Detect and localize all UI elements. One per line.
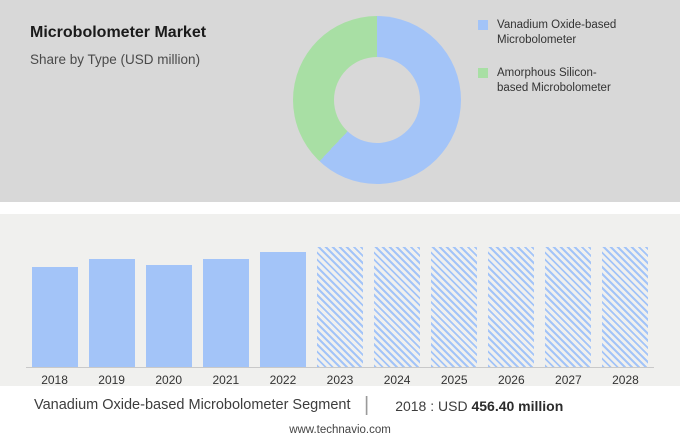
share-panel: Microbolometer Market Share by Type (USD…: [0, 0, 680, 202]
caption-row: Vanadium Oxide-based Microbolometer Segm…: [0, 386, 680, 417]
bar-column: [140, 265, 197, 367]
legend-swatch-vanadium: [478, 20, 488, 30]
x-tick-2028: 2028: [612, 373, 639, 387]
bar-column: [369, 247, 426, 367]
x-axis-labels: 2018 2019 2020 2021 2022 2023 2024 2025 2026 2027…: [26, 368, 654, 387]
bar-2028: [602, 247, 649, 367]
title-block: Microbolometer Market Share by Type (USD…: [30, 24, 206, 67]
bar-2025: [431, 247, 478, 367]
footer-url: www.technavio.com: [289, 424, 391, 436]
bar-chart: 2018 2019 2020 2021 2022 2023 2024 2025 2026 2027…: [26, 214, 654, 387]
bar-2024: [374, 247, 421, 367]
segment-value: 2018 : USD 456.40 million: [383, 398, 563, 414]
segment-value-prefix: 2018 : USD: [395, 397, 468, 414]
legend-label-vanadium: Vanadium Oxide-based Microbolometer: [497, 19, 617, 46]
x-tick-2019: 2019: [98, 373, 125, 387]
bar-column: [311, 247, 368, 367]
bar-2021: [202, 259, 249, 367]
x-tick-2018: 2018: [41, 373, 68, 387]
bar-2027: [545, 247, 592, 367]
bar-column: [83, 259, 140, 367]
legend-label-amorphous: Amorphous Silicon-based Microbolometer: [497, 66, 611, 94]
segment-note: Vanadium Oxide-based Microbolometer Segm…: [34, 397, 351, 414]
caption-separator: |: [364, 394, 370, 416]
bar-2026: [488, 247, 535, 367]
bars-row: [26, 247, 654, 368]
donut-hole: [334, 57, 420, 143]
donut-chart: [293, 16, 461, 184]
x-tick-2026: 2026: [497, 373, 525, 387]
segment-value-amount: 456.40 million: [471, 397, 564, 414]
legend-item-vanadium: Vanadium Oxide-based Microbolometer: [478, 18, 619, 48]
legend-swatch-amorphous: [478, 67, 488, 78]
legend: Vanadium Oxide-based Microbolometer Amor…: [478, 18, 619, 96]
x-tick-2027: 2027: [555, 373, 582, 387]
bar-column: [426, 247, 483, 367]
bar-column: [26, 267, 83, 367]
bar-column: [597, 247, 654, 367]
page-subtitle: Share by Type (USD million): [30, 52, 201, 67]
page-title: Microbolometer Market: [30, 24, 207, 41]
legend-item-amorphous: Amorphous Silicon-based Microbolometer: [478, 66, 619, 96]
x-tick-2021: 2021: [212, 373, 240, 387]
x-tick-2023: 2023: [326, 373, 354, 387]
trend-panel: 2018 2019 2020 2021 2022 2023 2024 2025 2026 2027…: [0, 214, 680, 440]
bar-2023: [317, 247, 364, 367]
bar-2019: [88, 259, 135, 367]
x-tick-2024: 2024: [383, 373, 411, 387]
x-tick-2020: 2020: [155, 373, 183, 387]
bar-2018: [31, 267, 78, 367]
bar-chart-band: 2018 2019 2020 2021 2022 2023 2024 2025 2026 2027…: [0, 214, 680, 387]
section-divider: [0, 202, 680, 214]
bar-2022: [259, 252, 306, 367]
bar-column: [483, 247, 540, 367]
bar-column: [540, 247, 597, 367]
x-tick-2022: 2022: [269, 373, 297, 387]
x-tick-2025: 2025: [440, 373, 468, 387]
bar-column: [197, 259, 254, 367]
bar-column: [254, 252, 311, 367]
bar-2020: [145, 265, 192, 367]
